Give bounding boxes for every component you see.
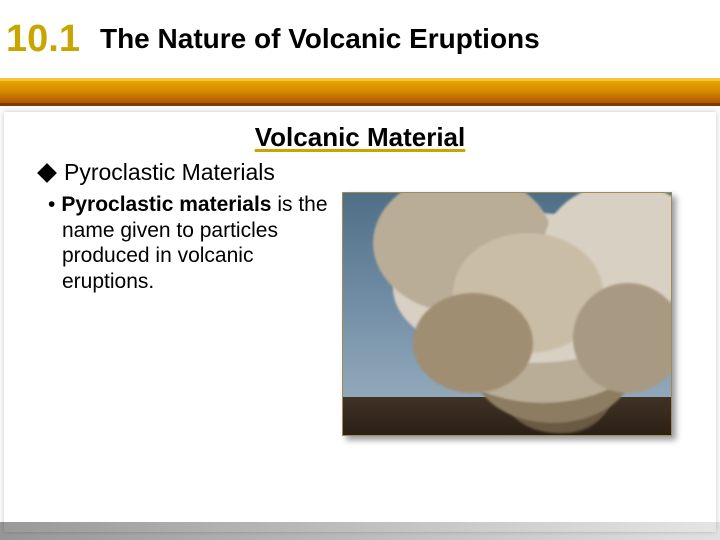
sub-bullet-char: •: [48, 193, 55, 216]
section-number: 10.1: [6, 18, 80, 61]
diamond-bullet-icon: [37, 163, 57, 183]
slide-subheader: Volcanic Material: [22, 122, 698, 153]
slide-content: Volcanic Material Pyroclastic Materials …: [4, 112, 716, 532]
footer-shadow-band: [0, 522, 720, 540]
body-bold-lead: Pyroclastic materials: [61, 193, 271, 216]
bullet-label: Pyroclastic Materials: [64, 159, 275, 186]
accent-band: [0, 78, 720, 106]
header-bar: 10.1 The Nature of Volcanic Eruptions: [0, 0, 720, 78]
body-row: •Pyroclastic materials is the name given…: [22, 192, 698, 436]
bullet-row: Pyroclastic Materials: [22, 159, 698, 186]
section-title: The Nature of Volcanic Eruptions: [100, 23, 540, 55]
eruption-image: [342, 192, 672, 436]
body-text: •Pyroclastic materials is the name given…: [22, 192, 332, 294]
